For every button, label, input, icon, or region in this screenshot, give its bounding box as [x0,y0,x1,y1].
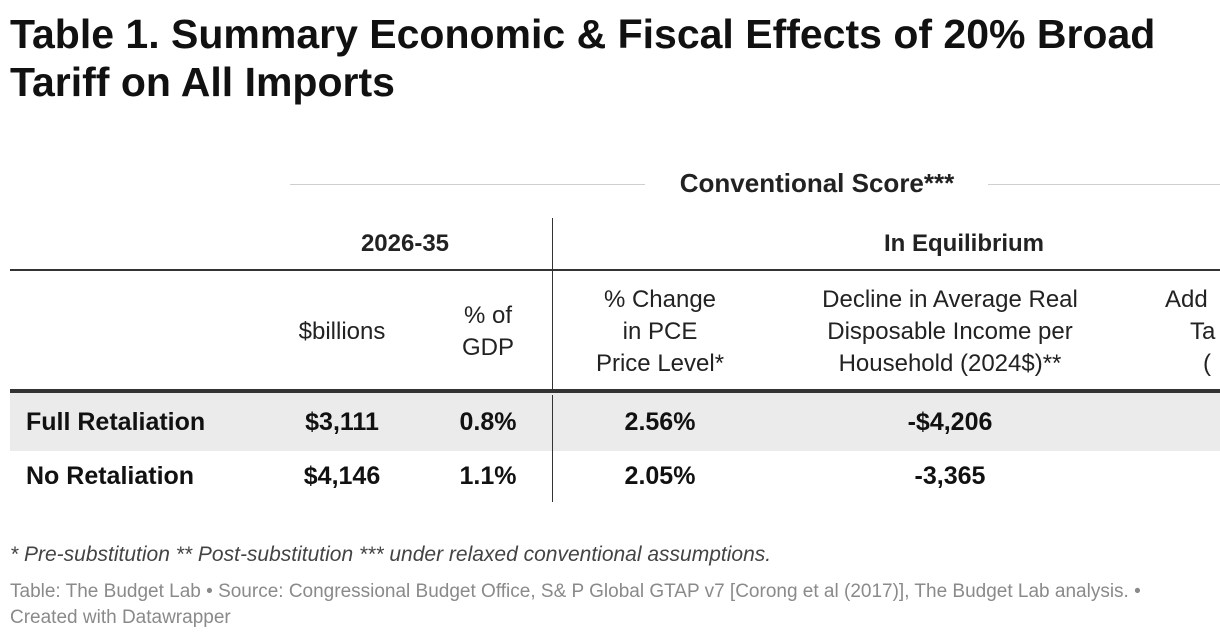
column-header-income-line1: Decline in Average Real [822,286,1078,313]
column-header-extra-line1: Add [1165,286,1208,313]
group-header-rule [10,269,1220,271]
column-divider-header [552,218,553,390]
column-header-pce-line1: % Change [603,286,717,313]
cell-pct-gdp: 1.1% [459,462,517,490]
footnote: * Pre-substitution ** Post-substitution … [10,543,772,566]
column-header-pct-gdp-line2: GDP [461,334,514,361]
cell-pce: 2.56% [624,408,696,436]
group-header-equilibrium: In Equilibrium [884,230,1044,257]
column-header-pce-line3: Price Level* [595,350,725,377]
column-header-income-line3: Household (2024$)** [838,350,1062,377]
cell-pce: 2.05% [624,462,696,490]
cell-billions: $4,146 [303,462,381,490]
column-header-income-line2: Disposable Income per [827,318,1073,345]
column-header-billions: $billions [298,318,386,345]
column-divider-body [552,395,553,502]
column-header-rule [10,389,1220,393]
row-label: No Retaliation [26,462,195,490]
source-credit: Table: The Budget Lab • Source: Congress… [10,581,1141,628]
group-header-2026-35: 2026-35 [360,230,450,257]
cell-pct-gdp: 0.8% [459,408,517,436]
column-header-extra-line2: Ta [1190,318,1216,345]
column-header-pce-line2: in PCE [622,318,698,345]
spanner-rule-right [988,184,1220,185]
cell-income: -3,365 [914,462,986,490]
row-label: Full Retaliation [26,408,206,436]
cell-billions: $3,111 [305,408,379,436]
spanner-rule-left [290,184,645,185]
table-row-shade [10,393,1220,451]
table-title: Table 1. Summary Economic & Fiscal Effec… [10,11,1156,105]
column-header-pct-gdp-line1: % of [463,302,513,329]
column-header-extra-line3: ( [1203,350,1211,377]
cell-income: -$4,206 [907,408,993,436]
conventional-score-header: Conventional Score*** [679,168,955,198]
